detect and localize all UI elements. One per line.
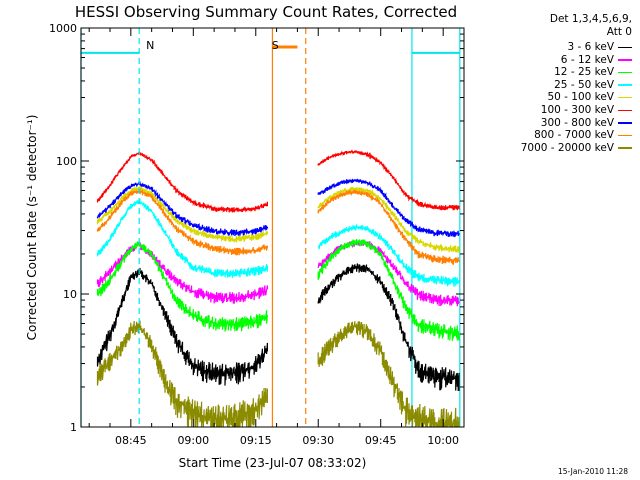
legend-entry-label: 800 - 7000 keV [534,129,614,142]
legend-entry: 800 - 7000 keV [521,129,632,142]
legend-entry-swatch [618,84,632,86]
x-tick-label: 09:00 [177,434,209,447]
series-lines [96,149,460,428]
legend-entry: 3 - 6 keV [521,41,632,54]
marker-label-N: N [146,39,154,52]
legend-entry-swatch [618,134,632,137]
marker-label-S: S [272,39,279,52]
series-trace-6-12keV-0 [96,241,268,304]
series-trace-12-25keV-0 [96,241,268,332]
series-trace-50-100keV-0 [96,185,268,243]
y-axis-label: Corrected Count Rate (s⁻¹ detector⁻¹) [25,115,39,341]
legend-entry-swatch [618,109,632,111]
legend-entry-label: 12 - 25 keV [554,66,614,79]
x-tick-label: 09:15 [240,434,272,447]
legend-entry-label: 6 - 12 keV [560,53,614,66]
series-trace-25-50keV-1 [317,224,460,287]
x-tick-label: 09:30 [302,434,334,447]
legend-entry: 100 - 300 keV [521,104,632,117]
legend-entry: 12 - 25 keV [521,66,632,79]
legend-entry-label: 3 - 6 keV [567,41,614,53]
series-trace-7000-20000keV-0 [96,320,268,428]
legend-entry-swatch [618,122,632,124]
generation-timestamp: 15-Jan-2010 11:28 [557,467,628,476]
x-axis-ticks: 08:45 09:00 09:15 09:30 09:45 10:00 [88,28,465,447]
chart-title: HESSI Observing Summary Count Rates, Cor… [75,3,457,21]
series-trace-800-7000keV-0 [96,187,268,256]
x-tick-label: 08:45 [115,434,147,447]
x-tick-label: 10:00 [427,434,459,447]
legend-header-detectors: Det 1,3,4,5,6,9, [549,13,632,25]
y-axis-ticks: 1 10 100 1000 [49,22,464,434]
series-trace-800-7000keV-1 [317,189,460,265]
series-trace-100-300keV-1 [317,149,460,211]
legend-entry-swatch [618,97,632,99]
legend-entry: 300 - 800 keV [521,117,632,130]
legend-entry-swatch [618,59,632,61]
legend-entry: 25 - 50 keV [521,79,632,92]
legend-entry-label: 50 - 100 keV [547,91,614,104]
y-tick-label: 1 [70,421,77,434]
series-trace-3-6keV-1 [317,263,460,392]
legend-entry-label: 25 - 50 keV [554,78,614,91]
legend-entry-label: 7000 - 20000 keV [520,141,614,154]
y-tick-label: 10 [63,288,77,301]
x-tick-label: 09:45 [365,434,397,447]
series-trace-25-50keV-0 [96,198,268,278]
legend-entry: 6 - 12 keV [521,54,632,67]
legend-entry-swatch [618,71,632,74]
legend-header-attenuator: Att 0 [606,26,632,38]
legend: 3 - 6 keV 6 - 12 keV 12 - 25 keV 25 - 50 ke… [521,41,632,154]
y-tick-label: 1000 [49,22,77,35]
series-trace-12-25keV-1 [317,238,460,341]
legend-entry-label: 300 - 800 keV [540,116,614,129]
plot-frame [80,27,465,428]
legend-header: Det 1,3,4,5,6,9, Att 0 [550,13,632,39]
legend-entry-label: 100 - 300 keV [540,103,614,116]
series-trace-300-800keV-1 [317,178,460,238]
x-axis-label: Start Time (23-Jul-07 08:33:02) [179,456,367,470]
series-trace-100-300keV-0 [96,151,268,214]
series-trace-7000-20000keV-1 [317,321,460,428]
series-trace-300-800keV-0 [96,181,268,237]
y-tick-label: 100 [56,155,77,168]
series-trace-50-100keV-1 [317,186,460,253]
legend-entry: 7000 - 20000 keV [521,142,632,155]
series-trace-3-6keV-0 [96,267,268,386]
legend-entry: 50 - 100 keV [521,91,632,104]
legend-entry-swatch [618,147,632,149]
legend-entry-swatch [618,46,632,48]
